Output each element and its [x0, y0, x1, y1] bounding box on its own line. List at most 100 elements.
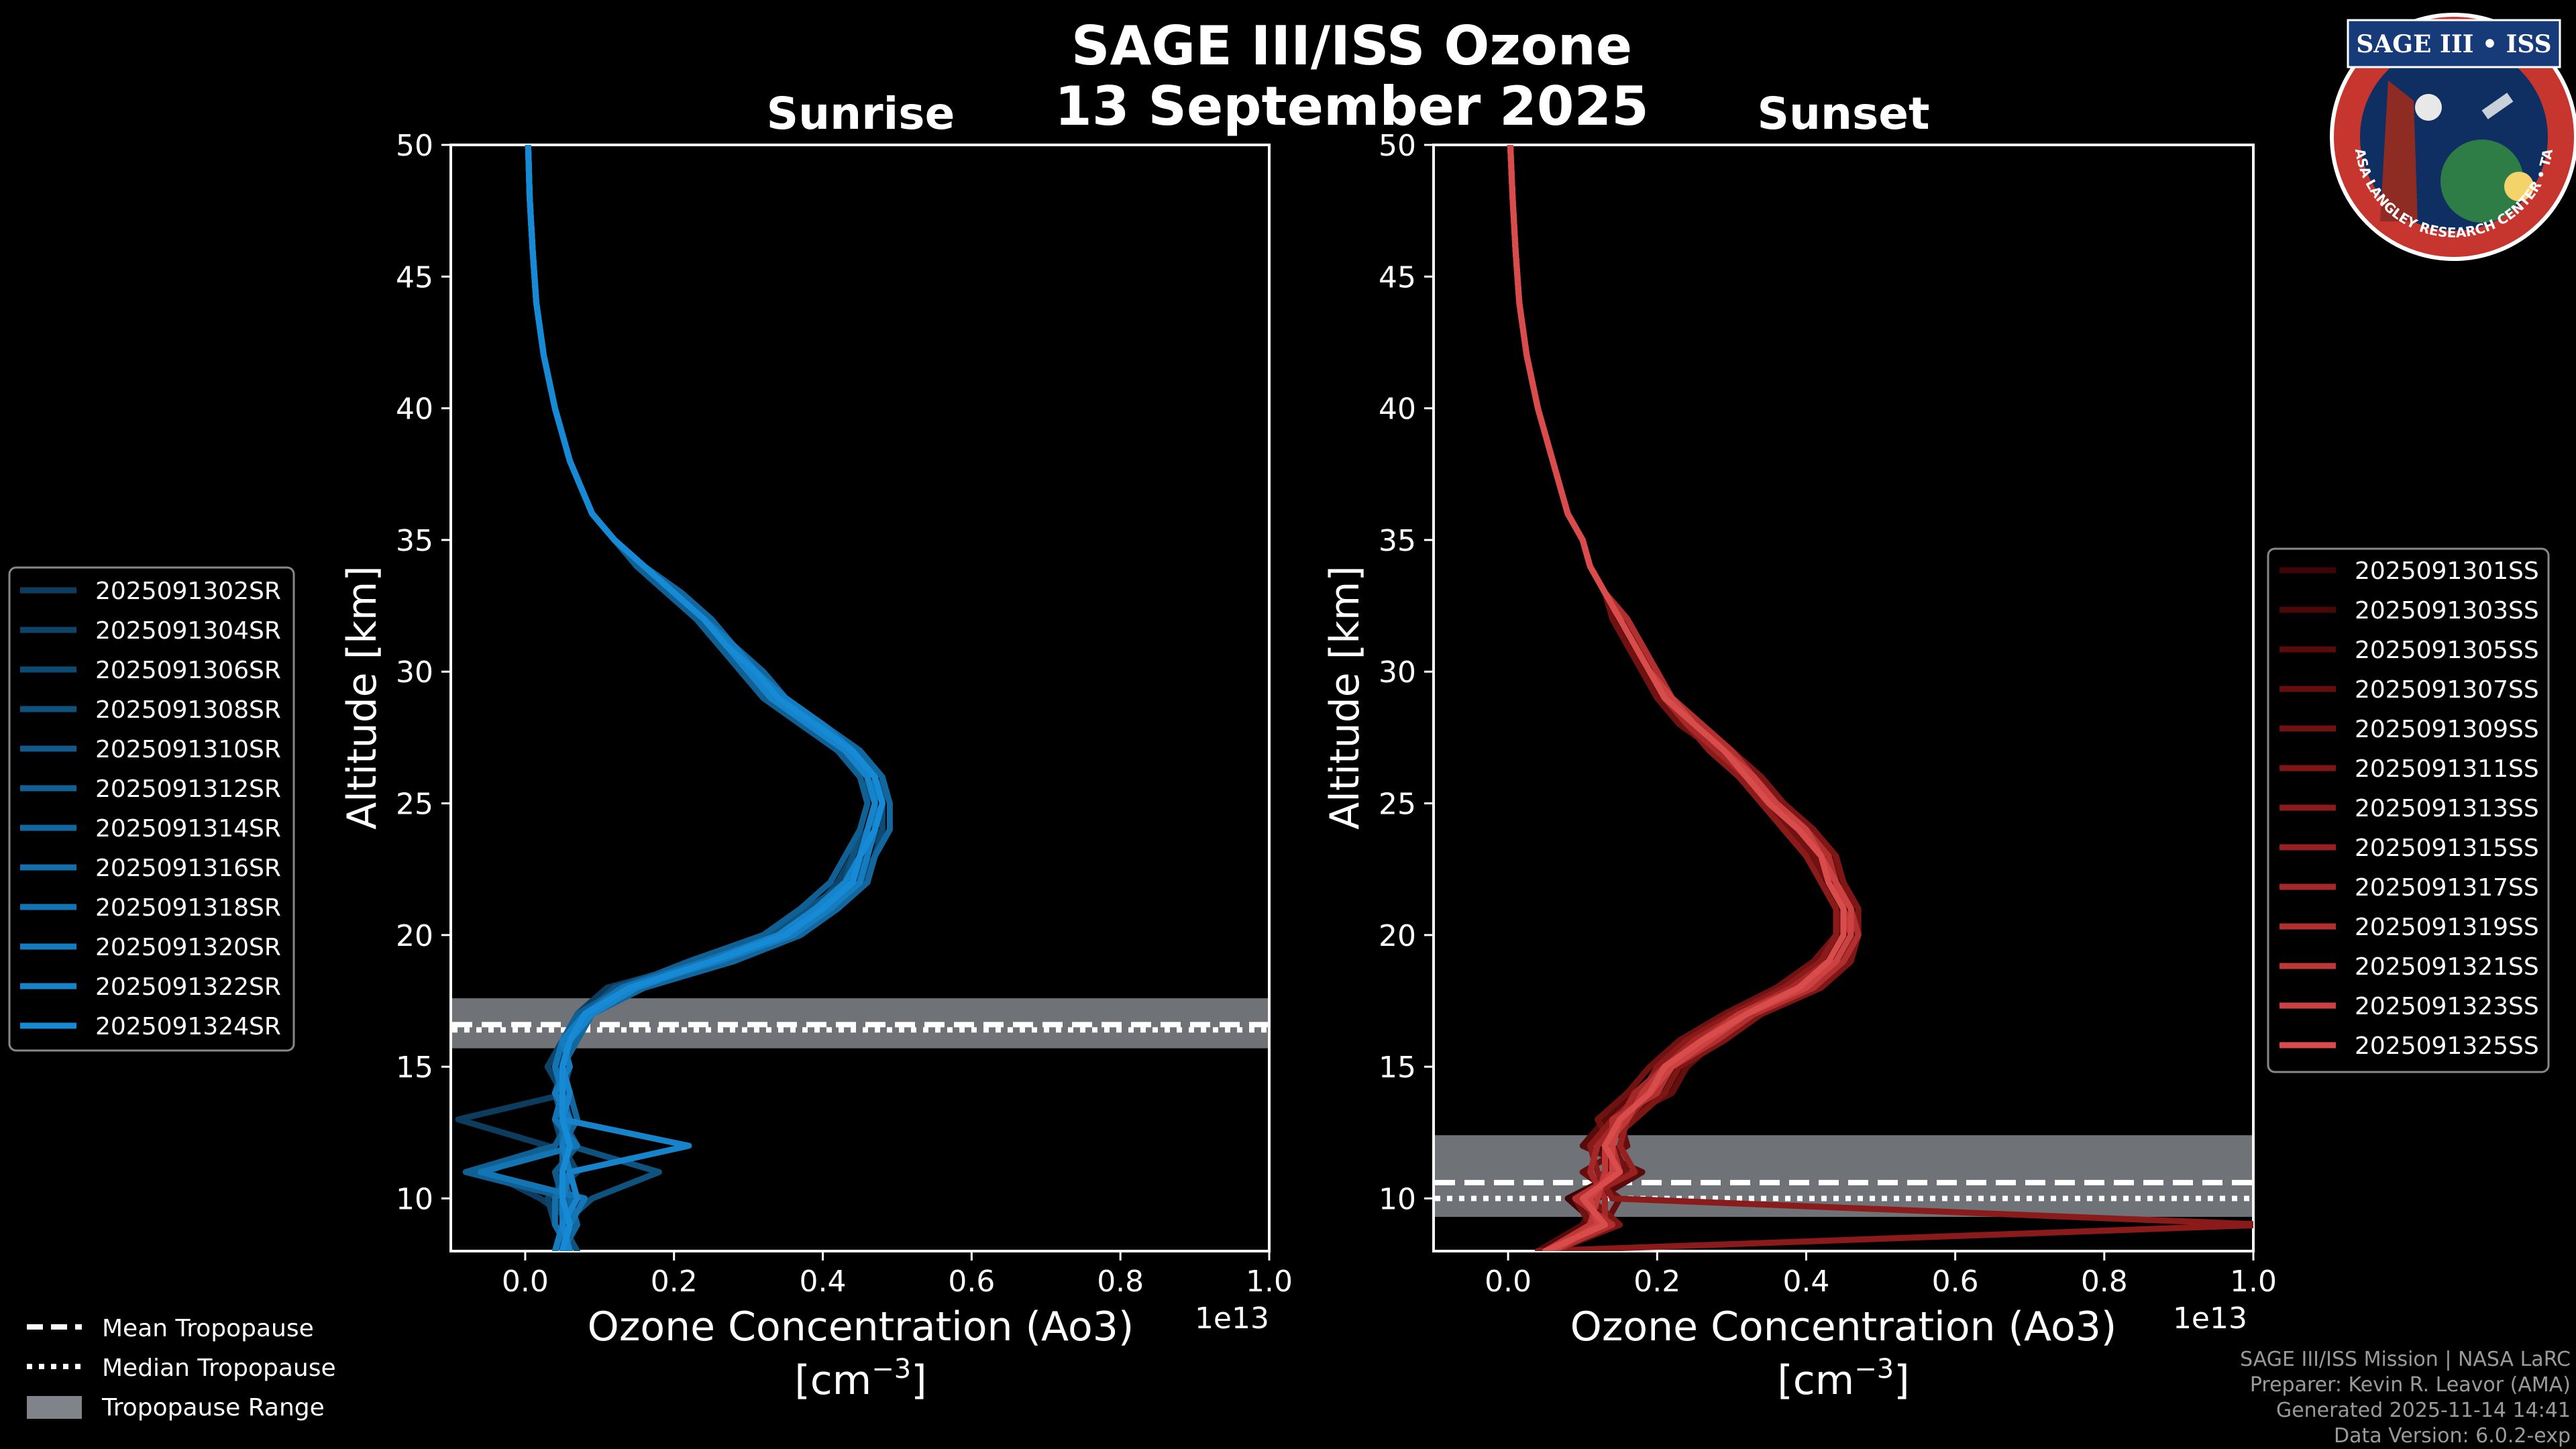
sunset-xlabel: Ozone Concentration (Ao3)	[1570, 1303, 2117, 1350]
footer-line3: Generated 2025-11-14 14:41	[2276, 1399, 2571, 1422]
sunrise-legend-label: 2025091318SR	[95, 894, 281, 922]
sunrise-xtick-label: 1.0	[1246, 1265, 1293, 1299]
sunrise-x-ticks: 0.0 0.2 0.4 0.6 0.8 1.0	[502, 1251, 1293, 1299]
sunset-legend-frame	[2267, 547, 2550, 1073]
logo-station-icon	[2481, 93, 2514, 119]
sunset-legend-label: 2025091307SS	[2355, 676, 2539, 704]
median-tropopause-label: Median Tropopause	[102, 1354, 336, 1382]
sunrise-series-lines	[455, 145, 893, 1251]
sunset-legend-label: 2025091313SS	[2355, 795, 2539, 822]
tropopause-range-label: Tropopause Range	[101, 1394, 325, 1421]
tropopause-legend: Mean Tropopause Median Tropopause Tropop…	[27, 1315, 336, 1421]
sunset-ylabel: Altitude [km]	[1322, 566, 1368, 830]
sunset-x-ticks: 0.0 0.2 0.4 0.6 0.8 1.0	[1485, 1251, 2277, 1299]
tropopause-range-swatch	[27, 1396, 82, 1419]
footer-credits: SAGE III/ISS Mission | NASA LaRC Prepare…	[2240, 1348, 2571, 1448]
sunset-xtick-label: 1.0	[2230, 1265, 2277, 1299]
sunrise-xtick-label: 0.8	[1097, 1265, 1144, 1299]
sunset-legend-label: 2025091303SS	[2355, 597, 2539, 625]
sunrise-legend-label: 2025091312SR	[95, 775, 281, 803]
logo-moon-icon	[2415, 94, 2442, 121]
sunset-xlabel-units-open: [cm	[1777, 1357, 1854, 1404]
sunset-legend-label: 2025091309SS	[2355, 716, 2539, 743]
sunrise-legend-label: 2025091306SR	[95, 657, 281, 684]
sunset-legend-label: 2025091323SS	[2355, 993, 2539, 1020]
sunrise-ylabel: Altitude [km]	[339, 566, 386, 830]
sunset-series-lines	[1507, 145, 2253, 1251]
sunset-xtick-label: 0.6	[1932, 1265, 1979, 1299]
sunrise-legend-items: 2025091302SR 2025091304SR 2025091306SR 2025…	[20, 578, 281, 1040]
sunrise-ytick-label: 50	[396, 129, 433, 163]
sunset-legend-label: 2025091301SS	[2355, 557, 2539, 585]
sunrise-ytick-label: 30	[396, 655, 433, 690]
sunset-ytick-label: 15	[1379, 1051, 1416, 1085]
sunrise-ytick-label: 20	[396, 919, 433, 953]
sunset-legend-label: 2025091319SS	[2355, 914, 2539, 941]
logo-figure-icon	[2380, 80, 2418, 221]
sunset-x-scale: 1e13	[2173, 1301, 2247, 1336]
sunrise-xlabel-units-open: [cm	[794, 1357, 871, 1404]
sunrise-legend: 2025091302SR 2025091304SR 2025091306SR 2025…	[8, 566, 295, 1052]
logo-banner	[2347, 19, 2561, 68]
sunrise-y-ticks: 10 15 20 25 30 35 40 45 50	[396, 129, 451, 1216]
sunset-ytick-label: 40	[1379, 392, 1416, 427]
sunset-ytick-label: 10	[1379, 1182, 1416, 1216]
sunrise-xlabel-exponent: −3	[871, 1354, 911, 1385]
sunset-xlabel-exponent: −3	[1854, 1354, 1894, 1385]
footer-line1: SAGE III/ISS Mission | NASA LaRC	[2240, 1348, 2571, 1371]
sunset-legend-label: 2025091325SS	[2355, 1032, 2539, 1060]
sunrise-xlabel-units: [cm−3]	[794, 1354, 926, 1404]
sunrise-xlabel: Ozone Concentration (Ao3)	[588, 1303, 1134, 1350]
sunrise-plot-frame	[449, 144, 1271, 1252]
sunrise-xtick-label: 0.6	[948, 1265, 995, 1299]
sunset-legend-items: 2025091301SS 2025091303SS 2025091305SS 2025…	[2279, 557, 2539, 1060]
mean-tropopause-label: Mean Tropopause	[102, 1315, 314, 1342]
sunset-ytick-label: 50	[1379, 129, 1416, 163]
footer-line4: Data Version: 6.0.2-exp	[2334, 1424, 2571, 1448]
sunset-tropopause-range	[1435, 1135, 2252, 1217]
sunrise-ytick-label: 45	[396, 260, 433, 294]
sunrise-ytick-label: 35	[396, 524, 433, 558]
sunrise-xtick-label: 0.2	[651, 1265, 698, 1299]
sunset-xlabel-units: [cm−3]	[1777, 1354, 1909, 1404]
sunrise-legend-label: 2025091320SR	[95, 934, 281, 961]
sunrise-xlabel-units-close: ]	[911, 1357, 926, 1404]
sunrise-xtick-label: 0.0	[502, 1265, 549, 1299]
sunrise-ytick-label: 40	[396, 392, 433, 427]
footer-line2: Preparer: Kevin R. Leavor (AMA)	[2250, 1373, 2571, 1397]
sunset-ytick-label: 45	[1379, 260, 1416, 294]
sunrise-ytick-label: 10	[396, 1182, 433, 1216]
sunset-tropopause-layer	[1435, 1135, 2252, 1217]
sunset-legend: 2025091301SS 2025091303SS 2025091305SS 2025…	[2267, 547, 2550, 1073]
sunset-xtick-label: 0.0	[1485, 1265, 1532, 1299]
logo-top-text: SAGE III • ISS	[2356, 30, 2551, 58]
sunset-plot: 10 15 20 25 30 35 40 45 50 0.0 0.2 0.4 0.6 0.8 1.0 Al…	[1322, 129, 2277, 1404]
sunrise-panel-title: Sunrise	[767, 88, 955, 140]
sunrise-legend-label: 2025091322SR	[95, 973, 281, 1001]
sunrise-legend-label: 2025091310SR	[95, 736, 281, 763]
logo-sun-icon	[2504, 172, 2534, 201]
sunrise-x-scale: 1e13	[1195, 1301, 1269, 1336]
sunset-legend-label: 2025091317SS	[2355, 874, 2539, 902]
sunset-ytick-label: 25	[1379, 788, 1416, 822]
sunset-ytick-label: 20	[1379, 919, 1416, 953]
sunrise-series-2025091324SR	[525, 145, 885, 1251]
sunrise-plot: 10 15 20 25 30 35 40 45 50 0.0 0.2 0.4 0.6 0.8 1.0 Al…	[339, 129, 1293, 1404]
sunrise-xtick-label: 0.4	[800, 1265, 847, 1299]
sunset-legend-label: 2025091321SS	[2355, 953, 2539, 981]
sunset-xtick-label: 0.8	[2081, 1265, 2128, 1299]
sunset-xlabel-units-close: ]	[1894, 1357, 1909, 1404]
logo-earth-icon	[2440, 140, 2524, 223]
sunrise-ytick-label: 25	[396, 788, 433, 822]
sunrise-legend-frame	[8, 566, 295, 1052]
sunset-xtick-label: 0.4	[1782, 1265, 1829, 1299]
sunrise-legend-label: 2025091302SR	[95, 578, 281, 605]
sunset-series-2025091325SS	[1507, 145, 1847, 1251]
sunrise-legend-label: 2025091314SR	[95, 815, 281, 843]
sunset-xtick-label: 0.2	[1633, 1265, 1680, 1299]
main-title-line1: SAGE III/ISS Ozone	[1071, 15, 1632, 77]
main-title-line2: 13 September 2025	[1055, 75, 1649, 138]
sunset-legend-label: 2025091315SS	[2355, 835, 2539, 862]
sunrise-ytick-label: 15	[396, 1051, 433, 1085]
sunset-legend-label: 2025091311SS	[2355, 755, 2539, 783]
